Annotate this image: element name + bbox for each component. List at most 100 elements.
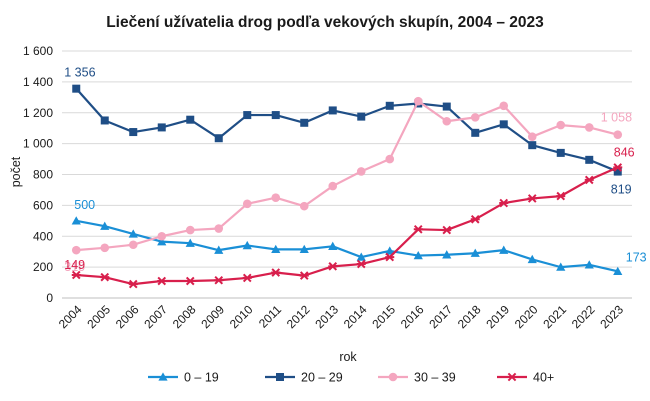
- data-point: [470, 113, 480, 122]
- data-point: [242, 240, 252, 250]
- data-point: [100, 243, 110, 253]
- x-axis-ticks: 2004 2005 2006 2007 2008 2009 2010 2011 2012 2013…: [56, 302, 627, 331]
- x-tick-label: 2006: [113, 302, 142, 331]
- legend-marker: [388, 372, 398, 382]
- y-tick-label: 200: [33, 260, 53, 274]
- data-point: [613, 167, 622, 176]
- data-point: [585, 155, 594, 164]
- x-tick-label: 2017: [426, 302, 455, 331]
- data-point: [271, 268, 281, 277]
- data-point: [128, 240, 138, 250]
- data-point: [584, 175, 594, 185]
- data-point: [71, 270, 81, 280]
- data-point: [242, 199, 252, 209]
- data-point: [356, 252, 366, 261]
- y-tick-label: 400: [33, 229, 53, 243]
- data-point: [299, 244, 309, 254]
- data-point: [385, 154, 395, 164]
- x-tick-label: 2018: [455, 302, 484, 331]
- data-label: 1 058: [601, 111, 632, 125]
- data-point: [471, 128, 480, 137]
- y-axis-ticks: 0 200 400 600 800 1 000 1 200 1 400 1 600: [23, 44, 53, 305]
- data-point: [556, 148, 565, 157]
- data-point: [71, 216, 81, 225]
- y-tick-label: 800: [33, 168, 53, 182]
- data-point: [185, 225, 195, 235]
- data-label: 1 356: [64, 66, 95, 80]
- data-point: [499, 101, 509, 111]
- data-point: [271, 244, 281, 254]
- data-point: [442, 116, 452, 126]
- legend: 0 – 19 20 – 29 30 – 39 40+: [148, 371, 554, 385]
- y-tick-label: 1 400: [23, 75, 53, 89]
- data-point: [214, 275, 224, 285]
- data-point: [243, 111, 252, 120]
- chart-title: Liečení užívatelia drog podľa vekových s…: [106, 14, 544, 31]
- data-point: [357, 112, 366, 121]
- x-tick-label: 2013: [312, 302, 341, 331]
- data-point: [214, 245, 224, 254]
- x-tick-label: 2012: [284, 302, 313, 331]
- series-0: [71, 216, 623, 275]
- x-axis-label: rok: [339, 350, 357, 364]
- x-tick-label: 2019: [483, 302, 512, 331]
- x-tick-label: 2016: [398, 302, 427, 331]
- data-point: [356, 259, 366, 269]
- series-line: [76, 219, 618, 273]
- data-point: [271, 193, 281, 202]
- legend-label: 30 – 39: [414, 371, 456, 385]
- data-point: [499, 198, 509, 208]
- data-point: [442, 102, 451, 111]
- data-point: [157, 231, 167, 241]
- data-point: [413, 250, 423, 260]
- data-point: [584, 123, 594, 132]
- data-point: [442, 250, 452, 259]
- data-point: [100, 116, 109, 125]
- legend-item: 30 – 39: [378, 371, 456, 385]
- data-point: [613, 163, 623, 172]
- series-line: [75, 87, 619, 173]
- data-point: [556, 262, 566, 271]
- data-label: 310: [64, 260, 85, 274]
- data-point: [271, 111, 280, 120]
- data-labels: 500 173 1 356 819 310 1 058 149 846: [64, 66, 646, 274]
- data-point: [556, 191, 566, 201]
- data-point: [100, 221, 110, 230]
- data-point: [71, 245, 81, 255]
- data-point: [385, 101, 394, 110]
- data-point: [556, 120, 566, 130]
- data-point: [527, 194, 537, 203]
- data-point: [157, 276, 167, 286]
- data-point: [499, 120, 508, 129]
- y-tick-label: 1 000: [23, 137, 53, 151]
- legend-label: 20 – 29: [301, 371, 343, 385]
- y-tick-label: 600: [33, 198, 53, 212]
- data-point: [413, 224, 423, 234]
- grid-lines: [62, 50, 632, 299]
- data-point: [157, 123, 166, 132]
- x-tick-label: 2010: [227, 302, 256, 331]
- y-tick-label: 1 200: [23, 106, 53, 120]
- legend-item: 40+: [497, 371, 554, 385]
- data-point: [242, 273, 252, 283]
- x-tick-label: 2020: [512, 302, 541, 331]
- data-point: [300, 118, 309, 127]
- data-point: [214, 134, 223, 143]
- y-axis-label: počet: [9, 156, 23, 187]
- data-point: [413, 96, 423, 106]
- data-label: 149: [64, 258, 85, 272]
- data-label: 173: [626, 250, 647, 264]
- x-tick-label: 2008: [170, 302, 199, 331]
- data-label: 819: [611, 183, 632, 197]
- x-tick-label: 2007: [141, 302, 170, 331]
- legend-marker: [276, 373, 284, 381]
- data-point: [299, 201, 309, 211]
- legend-item: 0 – 19: [148, 371, 219, 385]
- series-1: [72, 84, 622, 176]
- data-point: [356, 167, 366, 176]
- x-tick-label: 2014: [341, 302, 370, 331]
- legend-label: 0 – 19: [184, 371, 219, 385]
- data-point: [470, 248, 480, 257]
- x-tick-label: 2011: [256, 302, 284, 330]
- y-tick-label: 0: [46, 291, 53, 305]
